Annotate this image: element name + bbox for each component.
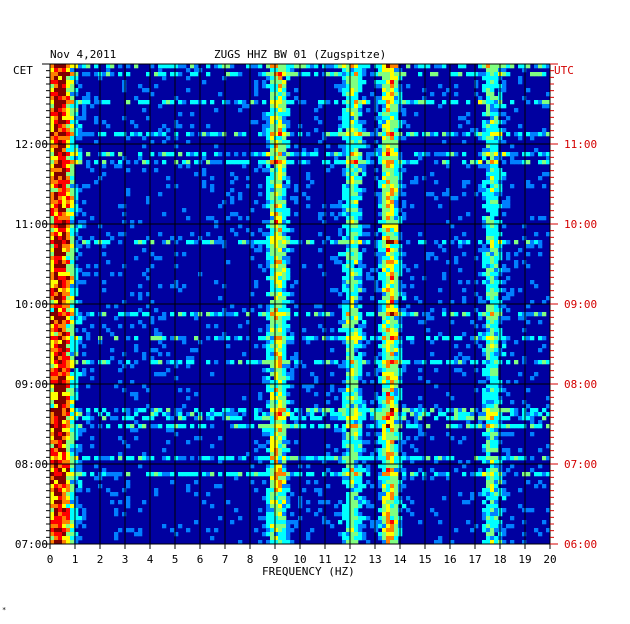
y-left-tick-label: 09:00 bbox=[15, 378, 48, 391]
x-tick-label: 20 bbox=[543, 553, 556, 566]
x-tick-label: 7 bbox=[222, 553, 229, 566]
y-left-tick-label: 12:00 bbox=[15, 138, 48, 151]
x-tick-label: 15 bbox=[418, 553, 431, 566]
x-tick-label: 3 bbox=[122, 553, 129, 566]
y-left-tick-label: 07:00 bbox=[15, 538, 48, 551]
x-tick-label: 2 bbox=[97, 553, 104, 566]
x-tick-label: 17 bbox=[468, 553, 481, 566]
x-tick-label: 14 bbox=[393, 553, 407, 566]
left-axis-timezone-label: CET bbox=[13, 64, 33, 77]
x-tick-label: 8 bbox=[247, 553, 254, 566]
x-tick-label: 10 bbox=[293, 553, 306, 566]
y-right-tick-label: 09:00 bbox=[564, 298, 597, 311]
y-right-tick-label: 06:00 bbox=[564, 538, 597, 551]
y-axis-right-ticks: 11:00 10:00 09:00 08:00 07:00 06:00 bbox=[550, 63, 597, 551]
x-axis-ticks: 0 1 2 3 4 5 6 7 8 9 10 11 12 13 14 15 16 17 18 19 20 bbox=[47, 544, 557, 566]
x-tick-label: 18 bbox=[493, 553, 506, 566]
y-left-tick-label: 10:00 bbox=[15, 298, 48, 311]
x-axis-label: FREQUENCY (HZ) bbox=[262, 565, 355, 578]
x-tick-label: 11 bbox=[318, 553, 331, 566]
corner-mark: * bbox=[2, 606, 7, 614]
x-tick-label: 4 bbox=[147, 553, 154, 566]
x-tick-label: 6 bbox=[197, 553, 204, 566]
grid-lines bbox=[50, 64, 550, 544]
y-left-tick-label: 08:00 bbox=[15, 458, 48, 471]
x-tick-label: 5 bbox=[172, 553, 179, 566]
y-axis-left-ticks: 12:00 11:00 10:00 09:00 08:00 07:00 bbox=[15, 63, 50, 551]
x-tick-label: 16 bbox=[443, 553, 456, 566]
x-tick-label: 0 bbox=[47, 553, 54, 566]
x-tick-label: 9 bbox=[272, 553, 279, 566]
chart-title: ZUGS HHZ BW 01 (Zugspitze) bbox=[214, 48, 387, 61]
y-right-tick-label: 11:00 bbox=[564, 138, 597, 151]
x-tick-label: 19 bbox=[518, 553, 531, 566]
chart-date: Nov 4,2011 bbox=[50, 48, 117, 61]
y-right-tick-label: 10:00 bbox=[564, 218, 597, 231]
x-tick-label: 13 bbox=[368, 553, 381, 566]
x-tick-label: 1 bbox=[72, 553, 79, 566]
y-right-tick-label: 07:00 bbox=[564, 458, 597, 471]
y-left-tick-label: 11:00 bbox=[15, 218, 48, 231]
right-axis-timezone-label: UTC bbox=[554, 64, 574, 77]
y-right-tick-label: 08:00 bbox=[564, 378, 597, 391]
x-tick-label: 12 bbox=[343, 553, 356, 566]
